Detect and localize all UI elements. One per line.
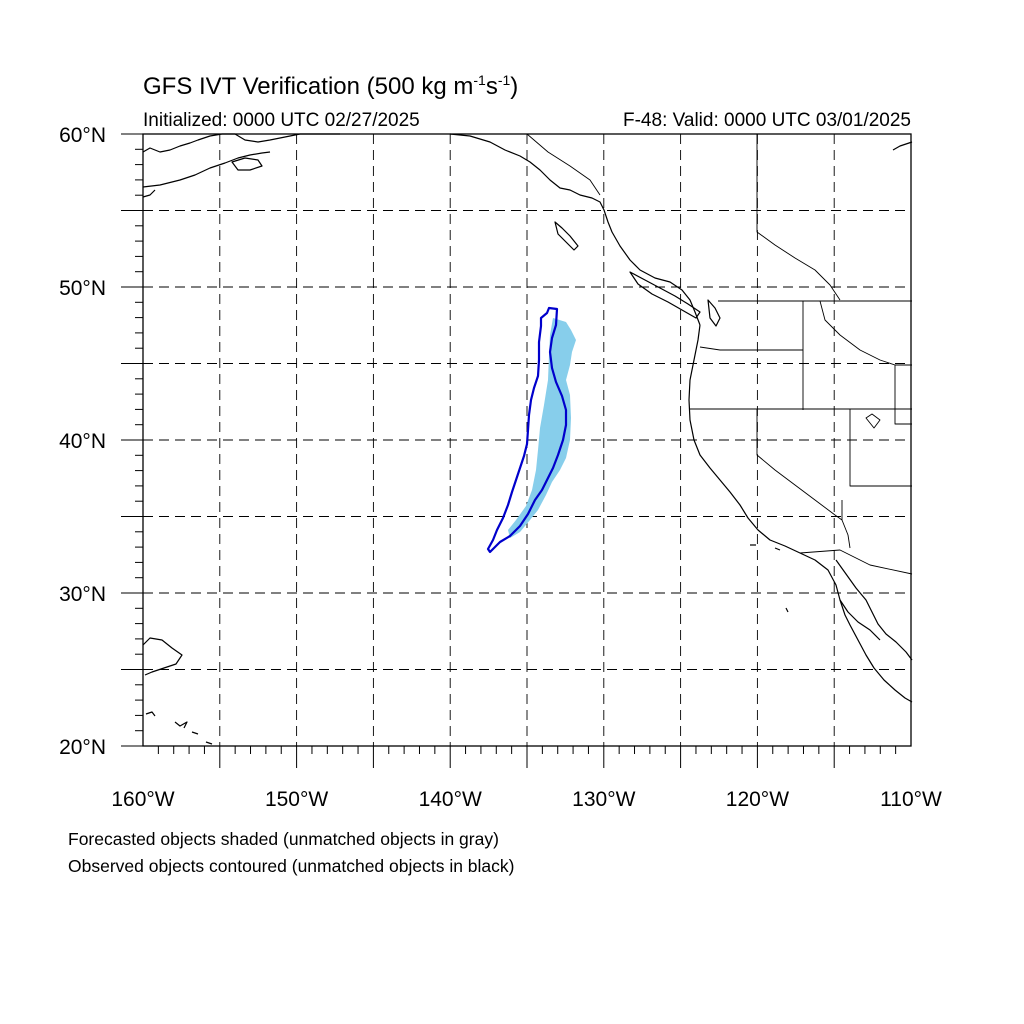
- forecast-ivt-object: [508, 318, 576, 538]
- axis-labels: 160°W 150°W 140°W 130°W 120°W 110°W 60°N 50°N 40…: [59, 124, 942, 811]
- or-wa-border: [699, 346, 803, 351]
- lat-label: 60°N: [59, 124, 106, 147]
- alaska-coast: [142, 133, 340, 153]
- alaska-west-coast: [142, 189, 156, 198]
- lon-label: 110°W: [880, 788, 942, 811]
- nv-ut-border: [849, 409, 912, 487]
- coastlines: [142, 133, 913, 745]
- valid-time: F-48: Valid: 0000 UTC 03/01/2025: [623, 110, 911, 131]
- ca-nv-border: [756, 409, 843, 521]
- lat-label: 30°N: [59, 583, 106, 606]
- haida-gwaii: [554, 221, 579, 251]
- lon-label: 160°W: [111, 788, 174, 811]
- bc-ab-border: [756, 134, 841, 301]
- great-salt-lake: [865, 413, 881, 429]
- hudson-bay-coast: [892, 141, 913, 151]
- lat-label: 50°N: [59, 277, 106, 300]
- hawaii-maui: [174, 721, 188, 729]
- hawaii-big-island: [142, 637, 183, 676]
- vancouver-island: [629, 271, 701, 319]
- hawaii-niihau: [205, 741, 213, 745]
- hawaii-lanai: [191, 731, 199, 735]
- lon-label: 130°W: [572, 788, 635, 811]
- lat-label: 40°N: [59, 430, 106, 453]
- guadalupe-island: [785, 607, 789, 613]
- gulf-of-california: [839, 599, 881, 641]
- wy-border: [894, 365, 912, 425]
- forecast-note: Forecasted objects shaded (unmatched obj…: [68, 829, 499, 849]
- baja-east-coast: [835, 559, 913, 661]
- us-west-coast: [688, 324, 913, 703]
- axis-ticks: [121, 133, 897, 768]
- hawaii-oahu: [145, 711, 156, 717]
- lon-label: 150°W: [265, 788, 328, 811]
- alaska-peninsula: [142, 151, 271, 188]
- lat-label: 20°N: [59, 736, 106, 759]
- lon-label: 140°W: [419, 788, 482, 811]
- alaska-canada-border: [526, 133, 601, 196]
- observed-ivt-contour: [486, 306, 568, 554]
- lon-label: 120°W: [726, 788, 789, 811]
- observed-note: Observed objects contoured (unmatched ob…: [68, 856, 515, 876]
- chart-title: GFS IVT Verification (500 kg m-1s-1): [143, 72, 519, 100]
- az-border: [841, 500, 851, 549]
- id-mt-border: [819, 300, 896, 366]
- map-frame: [142, 133, 912, 747]
- political-borders: [526, 133, 913, 575]
- puget-sound: [707, 299, 721, 327]
- se-alaska-coast: [449, 133, 701, 326]
- initialized-time: Initialized: 0000 UTC 02/27/2025: [143, 110, 420, 131]
- kodiak: [231, 157, 263, 171]
- channel-islands-2: [774, 547, 781, 551]
- us-mexico-border: [799, 549, 913, 575]
- legend-notes: Forecasted objects shaded (unmatched obj…: [68, 826, 515, 880]
